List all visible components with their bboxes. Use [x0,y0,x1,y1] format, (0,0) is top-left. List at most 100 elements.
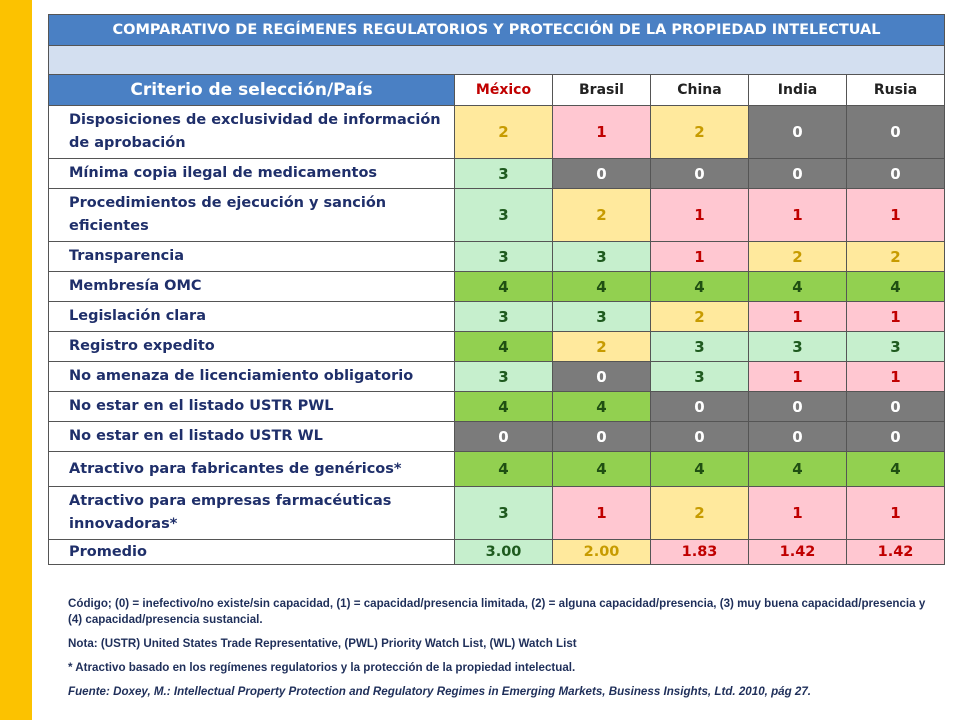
score-cell: 3 [454,158,553,189]
table-row: Disposiciones de exclusividad de informa… [48,105,946,159]
table-row: Mínima copia ilegal de medicamentos 3 0 0 0 0 [48,158,946,189]
abbreviation-note: Nota: (USTR) United States Trade Represe… [68,637,577,650]
average-value: 1.83 [650,539,749,565]
country-header-rusia: Rusia [845,74,946,106]
score-cell: 4 [748,271,847,302]
comparison-table: COMPARATIVO DE REGÍMENES REGULATORIOS Y … [47,14,946,565]
average-label: Promedio [48,539,455,565]
score-cell: 2 [650,301,749,332]
score-cell: 0 [845,105,946,159]
score-cell: 3 [454,301,553,332]
score-cell: 1 [845,486,946,540]
score-cell: 0 [748,105,847,159]
score-cell: 4 [454,331,553,362]
score-cell: 1 [650,241,749,272]
criterion-label: Registro expedito [48,331,455,362]
criterion-label: Mínima copia ilegal de medicamentos [48,158,455,189]
side-accent-bar [0,0,32,720]
table-title-row: COMPARATIVO DE REGÍMENES REGULATORIOS Y … [47,14,946,46]
score-cell: 4 [845,451,946,487]
table-row: No estar en el listado USTR PWL 4 4 0 0 0 [48,391,946,422]
criterion-label: Procedimientos de ejecución y sanción ef… [48,188,455,242]
score-cell: 3 [552,301,651,332]
score-cell: 4 [845,271,946,302]
table-row: No estar en el listado USTR WL 0 0 0 0 0 [48,421,946,452]
score-cell: 1 [845,188,946,242]
score-cell: 3 [454,486,553,540]
average-row: Promedio 3.00 2.00 1.83 1.42 1.42 [48,539,946,565]
score-cell: 2 [650,486,749,540]
header-row: Criterio de selección/País México Brasil… [48,74,946,106]
score-cell: 4 [552,391,651,422]
code-legend: Código; (0) = inefectivo/no existe/sin c… [68,597,926,626]
score-cell: 0 [845,421,946,452]
score-cell: 4 [748,451,847,487]
criterion-label: No amenaza de licenciamiento obligatorio [48,361,455,392]
criterion-label: Legislación clara [48,301,455,332]
score-cell: 3 [454,241,553,272]
table-row: Registro expedito 4 2 3 3 3 [48,331,946,362]
score-cell: 0 [454,421,553,452]
table-title: COMPARATIVO DE REGÍMENES REGULATORIOS Y … [47,14,946,46]
score-cell: 0 [650,391,749,422]
score-cell: 2 [748,241,847,272]
criterion-label: Disposiciones de exclusividad de informa… [48,105,455,159]
source-citation: Fuente: Doxey, M.: Intellectual Property… [68,685,812,698]
score-cell: 1 [650,188,749,242]
score-cell: 4 [650,451,749,487]
score-cell: 0 [552,158,651,189]
score-cell: 0 [748,421,847,452]
criteria-header: Criterio de selección/País [48,74,455,106]
table-row: Procedimientos de ejecución y sanción ef… [48,188,946,242]
country-header-mexico: México [454,74,553,106]
table-row: Atractivo para fabricantes de genéricos*… [48,451,946,487]
score-cell: 2 [552,188,651,242]
average-value: 1.42 [845,539,946,565]
score-cell: 4 [454,451,553,487]
score-cell: 2 [454,105,553,159]
criterion-label: Atractivo para fabricantes de genéricos* [48,451,455,487]
score-cell: 0 [650,421,749,452]
score-cell: 0 [748,158,847,189]
score-cell: 1 [748,361,847,392]
criterion-label: No estar en el listado USTR PWL [48,391,455,422]
score-cell: 2 [552,331,651,362]
score-cell: 3 [650,331,749,362]
score-cell: 3 [748,331,847,362]
table-row: Legislación clara 3 3 2 1 1 [48,301,946,332]
score-cell: 1 [552,486,651,540]
score-cell: 0 [650,158,749,189]
criterion-label: Atractivo para empresas farmacéuticas in… [48,486,455,540]
score-cell: 4 [650,271,749,302]
average-value: 1.42 [748,539,847,565]
criterion-label: Transparencia [48,241,455,272]
table-row: Atractivo para empresas farmacéuticas in… [48,486,946,540]
score-cell: 0 [748,391,847,422]
score-cell: 3 [650,361,749,392]
score-cell: 1 [748,188,847,242]
score-cell: 1 [552,105,651,159]
country-header-brasil: Brasil [552,74,651,106]
score-cell: 3 [454,188,553,242]
score-cell: 0 [845,391,946,422]
score-cell: 1 [845,361,946,392]
notes-section: Código; (0) = inefectivo/no existe/sin c… [68,596,938,708]
score-cell: 0 [552,421,651,452]
score-cell: 0 [552,361,651,392]
spacer-row [47,45,946,75]
criterion-label: No estar en el listado USTR WL [48,421,455,452]
asterisk-note: * Atractivo basado en los regímenes regu… [68,661,576,674]
score-cell: 3 [845,331,946,362]
score-cell: 3 [454,361,553,392]
score-cell: 0 [845,158,946,189]
table-row: Transparencia 3 3 1 2 2 [48,241,946,272]
score-cell: 1 [748,486,847,540]
score-cell: 1 [845,301,946,332]
score-cell: 1 [748,301,847,332]
score-cell: 4 [454,271,553,302]
criterion-label: Membresía OMC [48,271,455,302]
score-cell: 3 [552,241,651,272]
country-header-china: China [650,74,749,106]
comparison-table-container: COMPARATIVO DE REGÍMENES REGULATORIOS Y … [47,14,946,565]
score-cell: 4 [552,271,651,302]
